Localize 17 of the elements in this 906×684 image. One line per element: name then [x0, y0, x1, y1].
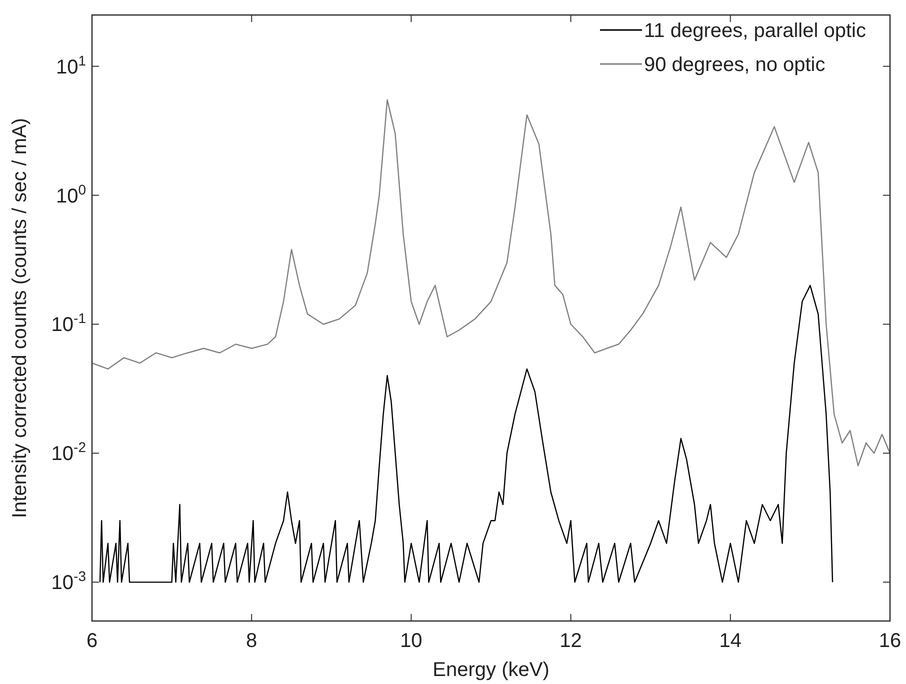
legend-label: 11 degrees, parallel optic	[644, 20, 866, 42]
x-tick-label: 16	[878, 630, 902, 652]
y-tick-label: 10$^{0}$	[56, 181, 86, 208]
y-tick-label: 10$^{-3}$	[51, 568, 86, 594]
x-tick-label: 8	[246, 630, 258, 652]
line-series	[92, 99, 890, 466]
y-tick-label: 10$^{1}$	[56, 52, 86, 78]
legend-label: 90 degrees, no optic	[644, 54, 826, 76]
x-tick-label: 10	[400, 630, 422, 652]
x-tick-label: 6	[86, 630, 98, 652]
x-axis-title: Energy (keV)	[432, 659, 550, 681]
line-series	[99, 284, 834, 583]
y-axis-title: Intensity corrected counts (counts / sec / mA)	[9, 118, 31, 518]
x-tick-label: 14	[719, 630, 742, 652]
x-tick-label: 12	[560, 630, 582, 652]
y-tick-label: 10$^{-1}$	[51, 310, 86, 336]
y-tick-label: 10$^{-2}$	[51, 439, 86, 466]
